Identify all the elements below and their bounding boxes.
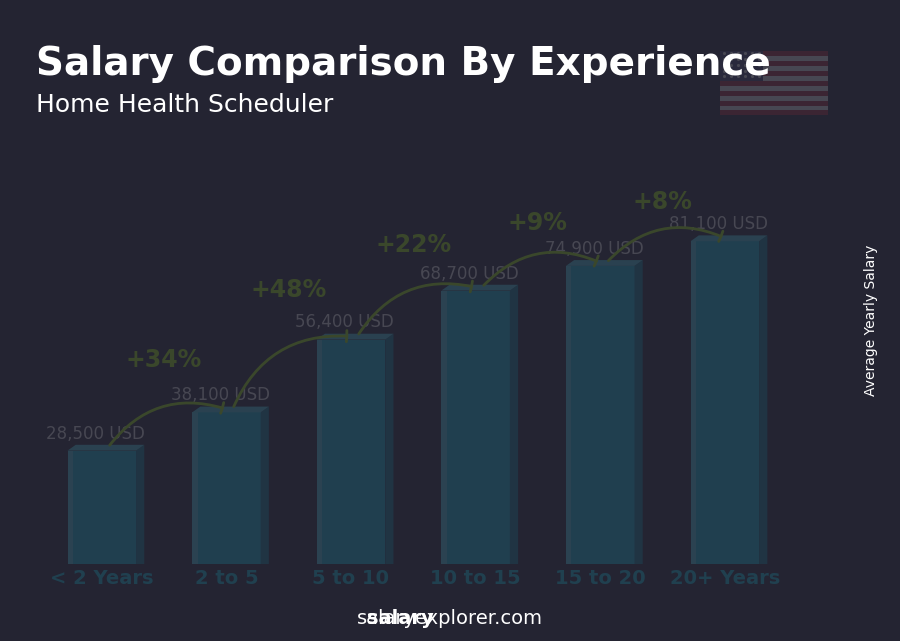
Text: +9%: +9% xyxy=(508,212,568,235)
Polygon shape xyxy=(510,285,518,564)
Text: +34%: +34% xyxy=(126,348,202,372)
Text: 28,500 USD: 28,500 USD xyxy=(46,424,145,442)
Bar xyxy=(720,101,828,106)
Polygon shape xyxy=(441,285,518,290)
Text: Home Health Scheduler: Home Health Scheduler xyxy=(36,93,333,117)
Text: Average Yearly Salary: Average Yearly Salary xyxy=(863,245,878,396)
Bar xyxy=(192,412,261,564)
Text: salary: salary xyxy=(367,609,434,628)
Text: 38,100 USD: 38,100 USD xyxy=(171,387,270,404)
Bar xyxy=(690,241,696,564)
Polygon shape xyxy=(690,235,768,241)
Polygon shape xyxy=(385,334,393,564)
Polygon shape xyxy=(192,406,269,412)
Bar xyxy=(566,266,572,564)
Bar xyxy=(441,290,446,564)
Bar xyxy=(720,81,828,86)
Bar xyxy=(720,61,828,66)
Bar xyxy=(720,106,828,110)
Text: +48%: +48% xyxy=(250,278,327,303)
Bar xyxy=(720,66,828,71)
Polygon shape xyxy=(136,445,144,564)
Bar xyxy=(317,340,385,564)
Bar xyxy=(720,51,763,81)
Polygon shape xyxy=(68,445,144,451)
Text: 56,400 USD: 56,400 USD xyxy=(295,313,394,331)
Text: 68,700 USD: 68,700 USD xyxy=(420,265,518,283)
Bar xyxy=(68,451,73,564)
Text: Salary Comparison By Experience: Salary Comparison By Experience xyxy=(36,45,770,83)
Bar xyxy=(192,412,198,564)
Polygon shape xyxy=(566,260,643,266)
Polygon shape xyxy=(261,406,269,564)
Bar xyxy=(441,290,510,564)
Polygon shape xyxy=(634,260,643,564)
Bar xyxy=(720,51,828,56)
Polygon shape xyxy=(317,334,393,340)
Bar xyxy=(690,241,759,564)
Bar xyxy=(720,96,828,101)
Text: +8%: +8% xyxy=(633,190,692,213)
Polygon shape xyxy=(759,235,768,564)
Bar xyxy=(68,451,136,564)
Bar xyxy=(720,86,828,91)
Bar xyxy=(317,340,322,564)
Text: 81,100 USD: 81,100 USD xyxy=(669,215,768,233)
Bar xyxy=(720,76,828,81)
Bar xyxy=(566,266,634,564)
Bar xyxy=(720,91,828,96)
Text: +22%: +22% xyxy=(375,233,452,256)
Bar xyxy=(720,56,828,61)
Text: salaryexplorer.com: salaryexplorer.com xyxy=(357,609,543,628)
Text: 74,900 USD: 74,900 USD xyxy=(544,240,644,258)
Bar xyxy=(720,71,828,76)
Bar xyxy=(720,110,828,115)
